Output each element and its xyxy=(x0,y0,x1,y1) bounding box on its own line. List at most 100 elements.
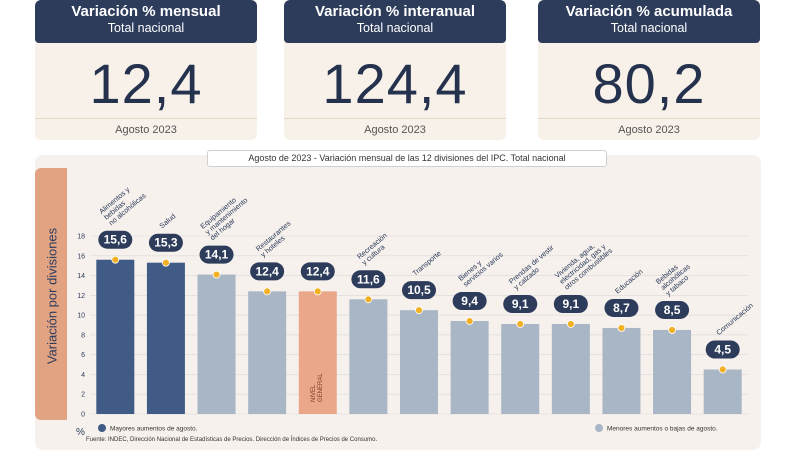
category-label-text: Educación xyxy=(613,267,645,295)
category-label: Vivienda, agua,electricidad, gas yotros … xyxy=(553,234,615,291)
category-label-text: Bienes yservicios varios xyxy=(456,244,505,288)
bar xyxy=(551,324,590,414)
category-label: Equipamientoy mantenimientodel hogar xyxy=(198,190,254,242)
category-label-line: Salud xyxy=(157,212,177,231)
kpi-header: Variación % interanual Total nacional xyxy=(284,0,506,43)
value-badge xyxy=(705,340,740,359)
kpi-header: Variación % acumulada Total nacional xyxy=(538,0,760,43)
general-bar-text: NIVEL xyxy=(311,384,317,402)
category-label-line: Comunicación xyxy=(714,301,755,337)
category-label-text: Bebidasalcohólicasy tabaco xyxy=(654,256,697,298)
bar-marker xyxy=(162,258,170,267)
value-label: 10,5 xyxy=(407,283,431,297)
value-badge xyxy=(199,245,234,264)
bar xyxy=(96,259,135,414)
value-label: 15,3 xyxy=(154,236,178,250)
kpi-title: Variación % acumulada xyxy=(565,3,733,20)
kpi-date: Agosto 2023 xyxy=(35,118,257,140)
value-badge xyxy=(250,262,285,281)
bar xyxy=(146,262,185,414)
kpi-subtitle: Total nacional xyxy=(107,21,185,35)
y-axis-unit: % xyxy=(76,427,85,438)
bar xyxy=(501,324,540,414)
value-badge xyxy=(452,292,487,311)
general-bar-label: NIVEL GENERAL xyxy=(311,373,324,402)
y-tick-label: 10 xyxy=(77,313,85,320)
value-label: 4,5 xyxy=(714,343,731,357)
bar xyxy=(248,291,287,414)
kpi-date: Agosto 2023 xyxy=(284,118,506,140)
bar-marker xyxy=(415,306,423,315)
kpi-value: 80,2 xyxy=(592,52,706,115)
category-label-text: Comunicación xyxy=(714,301,755,337)
y-tick-label: 2 xyxy=(81,392,85,399)
bar-marker xyxy=(465,317,474,325)
value-label: 12,4 xyxy=(306,264,330,278)
category-label-line: Educación xyxy=(613,267,645,295)
legend: Mayores aumentos de agosto. Menores aumen… xyxy=(98,424,718,433)
category-label-text: Transporte xyxy=(411,249,443,278)
category-label-text: Equipamientoy mantenimientodel hogar xyxy=(198,190,254,242)
y-tick-label: 8 xyxy=(81,332,85,339)
legend-swatch-menores xyxy=(595,424,603,432)
kpi-value: 12,4 xyxy=(89,52,203,115)
bar-marker xyxy=(718,365,727,374)
y-axis-label-box xyxy=(35,168,67,420)
y-tick-label: 16 xyxy=(77,253,85,260)
y-tick-label: 0 xyxy=(81,412,85,419)
category-label-line: Transporte xyxy=(411,249,443,278)
bar xyxy=(653,329,692,414)
legend-swatch-mayores xyxy=(98,424,106,432)
category-label-text: Alimentos ybebidasno alcohólicas xyxy=(97,179,148,227)
category-label: Bebidasalcohólicasy tabaco xyxy=(654,256,697,298)
y-tick-label: 6 xyxy=(81,352,85,359)
value-badge xyxy=(148,233,183,252)
value-label: 9,1 xyxy=(563,297,580,311)
category-label: Bienes yservicios varios xyxy=(456,244,505,289)
category-label: Transporte xyxy=(411,249,443,278)
category-label: Comunicación xyxy=(714,301,755,337)
value-label: 8,7 xyxy=(613,301,630,315)
value-badge xyxy=(553,295,588,314)
category-label-text: Salud xyxy=(157,212,177,231)
value-badge xyxy=(655,300,690,319)
kpi-title: Variación % mensual xyxy=(71,3,221,20)
value-badge xyxy=(351,270,386,289)
legend-label-menores: Menores aumentos o bajas de agosto. xyxy=(607,426,718,433)
kpi-card-acumulada: Variación % acumulada Total nacional 80,… xyxy=(538,0,760,140)
kpi-date: Agosto 2023 xyxy=(538,118,760,140)
bars xyxy=(96,255,742,414)
category-label: Alimentos ybebidasno alcohólicas xyxy=(97,179,148,228)
general-bar-text: GENERAL xyxy=(318,373,324,402)
bar-marker xyxy=(212,270,221,279)
value-label: 15,6 xyxy=(104,233,128,247)
value-label: 12,4 xyxy=(255,264,279,278)
bar xyxy=(450,321,489,414)
bar-marker xyxy=(617,324,626,332)
kpi-header: Variación % mensual Total nacional xyxy=(35,0,257,43)
kpi-title: Variación % interanual xyxy=(314,3,476,20)
value-label: 11,6 xyxy=(357,272,380,286)
source-note: Fuente: INDEC, Dirección Nacional de Est… xyxy=(86,437,378,443)
bar xyxy=(197,274,236,414)
bar xyxy=(602,327,641,414)
bar xyxy=(349,299,388,414)
y-ticks: 0 2 4 6 8 10 12 14 16 18 xyxy=(77,234,85,419)
category-label-text: Vivienda, agua,electricidad, gas yotros … xyxy=(553,234,615,291)
bar-marker xyxy=(516,320,525,328)
bar xyxy=(298,291,337,414)
kpi-card-interanual: Variación % interanual Total nacional 12… xyxy=(284,0,506,140)
category-label-text: Restaurantesy hoteles xyxy=(254,219,298,259)
value-badge xyxy=(98,230,133,249)
category-label-text: Prendas de vestiry calzado xyxy=(507,243,561,292)
bar xyxy=(703,369,742,414)
value-badge xyxy=(604,298,639,317)
category-label: Salud xyxy=(157,212,177,231)
bar-marker xyxy=(566,320,575,328)
bar-marker xyxy=(668,326,676,334)
kpi-subtitle: Total nacional xyxy=(356,21,434,35)
y-tick-label: 4 xyxy=(81,372,85,379)
kpi-card-mensual: Variación % mensual Total nacional 12,4 … xyxy=(35,0,257,140)
bar-marker xyxy=(263,287,272,296)
